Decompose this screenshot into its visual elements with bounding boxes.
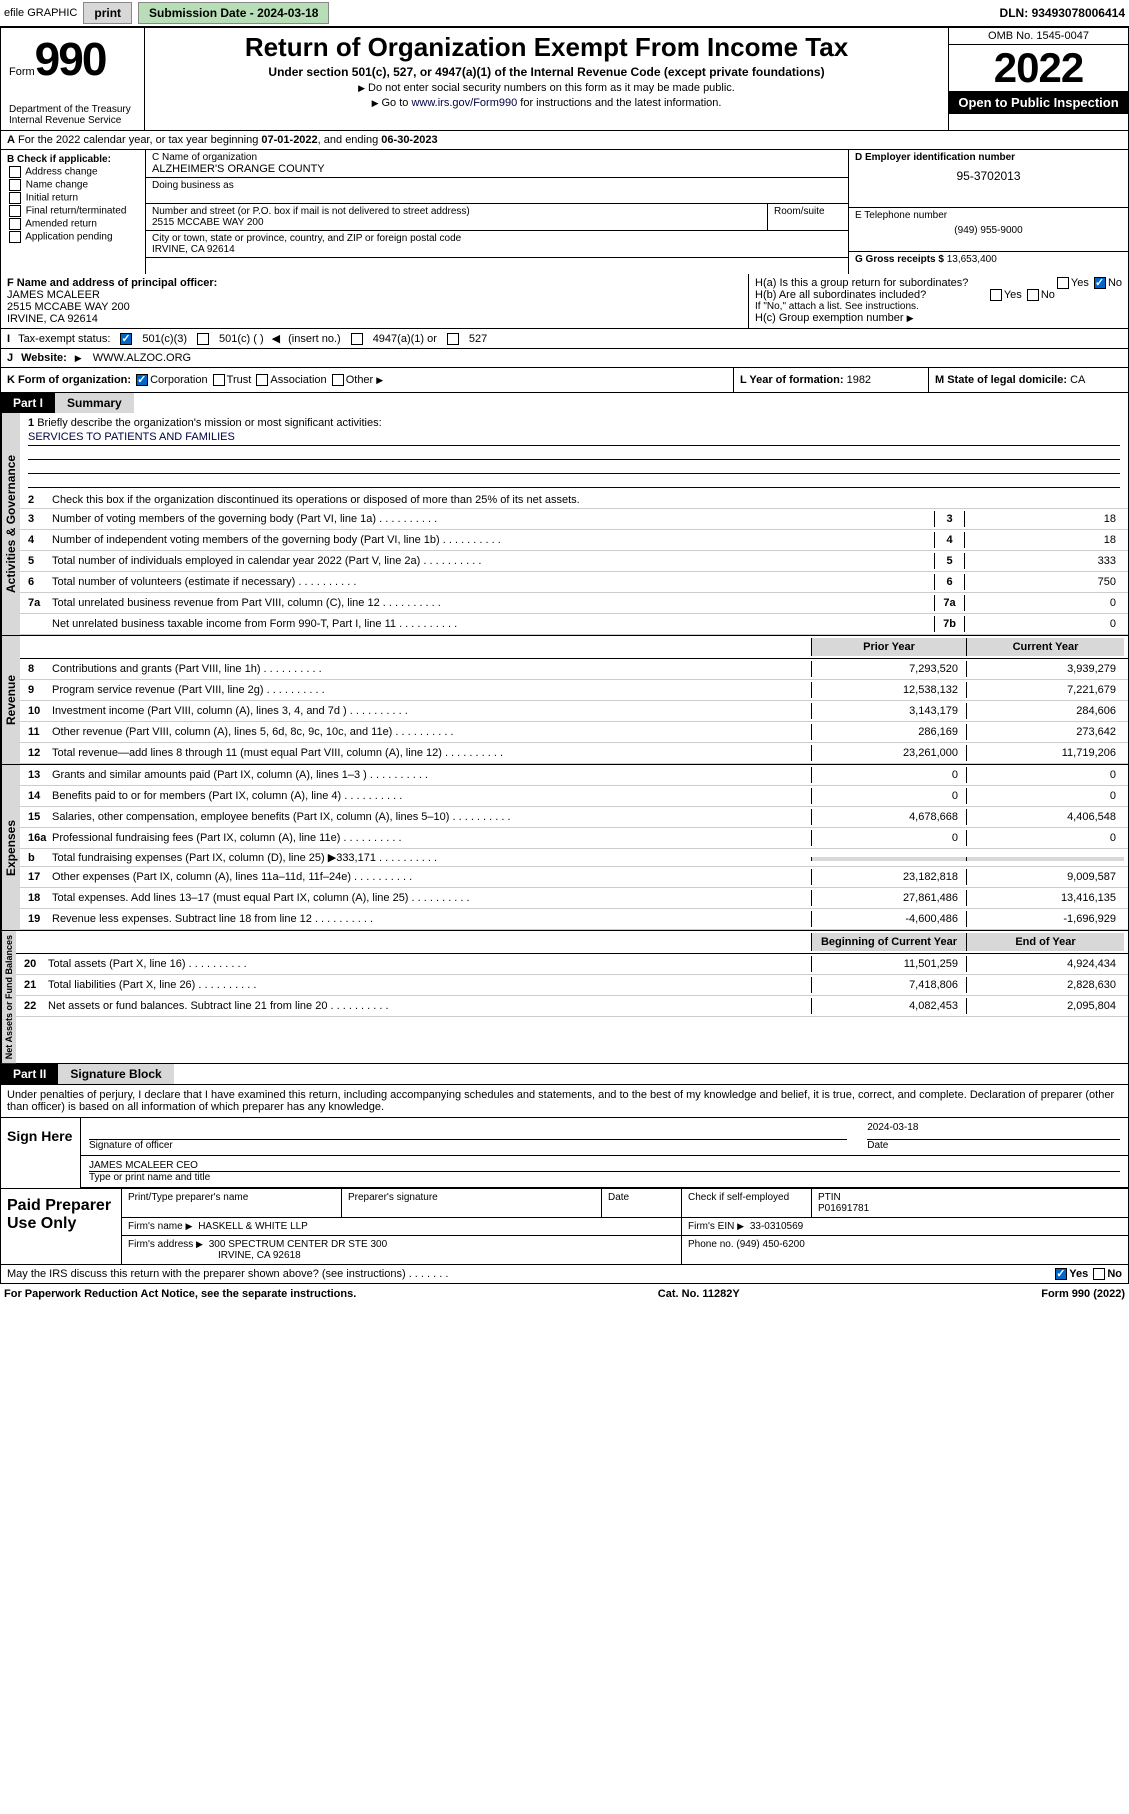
website-value: WWW.ALZOC.ORG [93, 352, 191, 364]
chk-initial[interactable]: Initial return [7, 192, 139, 204]
paid-preparer: Paid Preparer Use Only Print/Type prepar… [0, 1189, 1129, 1265]
box-b: B Check if applicable: Address change Na… [1, 150, 146, 274]
box-k: K Form of organization: Corporation Trus… [1, 368, 733, 392]
row-a: A For the 2022 calendar year, or tax yea… [0, 131, 1129, 150]
box-c: C Name of organizationALZHEIMER'S ORANGE… [146, 150, 848, 274]
form-990-number: 990 [35, 33, 106, 85]
form-header: Form990 Department of the Treasury Inter… [0, 27, 1129, 131]
phone-value: (949) 955-9000 [855, 225, 1122, 236]
efile-label: efile GRAPHIC [4, 7, 77, 19]
row-f-h: F Name and address of principal officer:… [0, 274, 1129, 329]
row-j: J Website: WWW.ALZOC.ORG [0, 349, 1129, 368]
chk-pending[interactable]: Application pending [7, 231, 139, 243]
topbar: efile GRAPHIC print Submission Date - 20… [0, 0, 1129, 27]
right-boxes: D Employer identification number95-37020… [848, 150, 1128, 274]
chk-addr-change[interactable]: Address change [7, 166, 139, 178]
chk-name-change[interactable]: Name change [7, 179, 139, 191]
side-expenses: Expenses [1, 765, 20, 930]
box-f: F Name and address of principal officer:… [1, 274, 748, 328]
mission-text: SERVICES TO PATIENTS AND FAMILIES [28, 429, 1120, 446]
info-grid: B Check if applicable: Address change Na… [0, 150, 1129, 274]
sign-here-label: Sign Here [1, 1118, 81, 1188]
ein-value: 95-3702013 [855, 169, 1122, 183]
side-governance: Activities & Governance [1, 413, 20, 635]
side-revenue: Revenue [1, 636, 20, 764]
box-h: H(a) Is this a group return for subordin… [748, 274, 1128, 328]
signature-section: Under penalties of perjury, I declare th… [0, 1085, 1129, 1189]
org-name: ALZHEIMER'S ORANGE COUNTY [152, 163, 325, 175]
declaration-text: Under penalties of perjury, I declare th… [1, 1085, 1128, 1118]
chk-501c3[interactable] [120, 333, 132, 345]
submission-date-box: Submission Date - 2024-03-18 [138, 2, 329, 24]
form-title: Return of Organization Exempt From Incom… [245, 32, 848, 63]
form-subtitle: Under section 501(c), 527, or 4947(a)(1)… [268, 65, 824, 79]
org-address: 2515 MCCABE WAY 200 [152, 217, 264, 228]
year-cell: OMB No. 1545-0047 2022 Open to Public In… [949, 27, 1129, 131]
box-m: M State of legal domicile: CA [928, 368, 1128, 392]
side-net-assets: Net Assets or Fund Balances [1, 931, 16, 1063]
box-l: L Year of formation: 1982 [733, 368, 928, 392]
open-to-public: Open to Public Inspection [949, 91, 1128, 114]
dept-label: Department of the Treasury Internal Reve… [9, 104, 136, 126]
part-2: Part IISignature Block [0, 1064, 1129, 1085]
omb-number: OMB No. 1545-0047 [949, 28, 1128, 45]
org-city: IRVINE, CA 92614 [152, 244, 235, 255]
form-number-cell: Form990 Department of the Treasury Inter… [0, 27, 145, 131]
row-i: I Tax-exempt status: 501(c)(3) 501(c) ( … [0, 329, 1129, 349]
chk-amended[interactable]: Amended return [7, 218, 139, 230]
discuss-row: May the IRS discuss this return with the… [0, 1265, 1129, 1284]
print-button[interactable]: print [83, 2, 132, 24]
chk-final[interactable]: Final return/terminated [7, 205, 139, 217]
row-k-l-m: K Form of organization: Corporation Trus… [0, 368, 1129, 393]
irs-link[interactable]: www.irs.gov/Form990 [411, 97, 517, 109]
tax-year: 2022 [949, 45, 1128, 91]
title-cell: Return of Organization Exempt From Incom… [145, 27, 949, 131]
part-1: Part ISummary Activities & Governance 1 … [0, 393, 1129, 1064]
gross-receipts: 13,653,400 [947, 254, 997, 265]
dln-label: DLN: 93493078006414 [1000, 6, 1125, 20]
page-footer: For Paperwork Reduction Act Notice, see … [0, 1284, 1129, 1304]
